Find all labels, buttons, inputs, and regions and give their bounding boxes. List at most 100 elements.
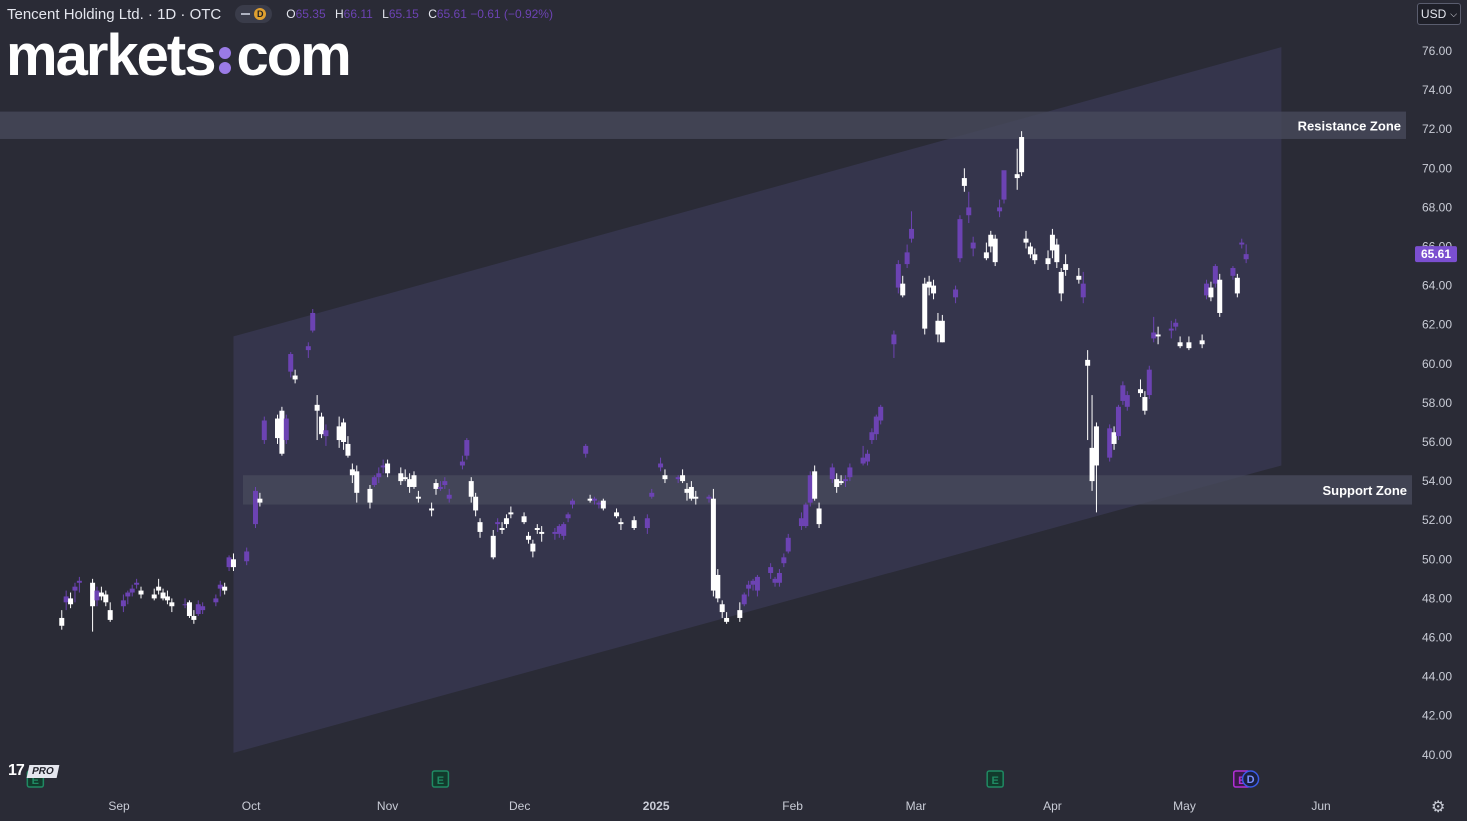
candle-body <box>798 518 804 527</box>
candle <box>90 578 96 632</box>
x-tick-label: Jun <box>1311 799 1330 813</box>
candle-body <box>618 522 624 525</box>
candle <box>570 498 576 509</box>
candle <box>1076 268 1082 284</box>
earnings-icon[interactable]: E <box>431 770 450 788</box>
candle <box>966 191 972 224</box>
candle <box>1063 254 1069 276</box>
candle-body <box>429 508 435 511</box>
candle-body <box>1217 279 1223 313</box>
candle <box>129 584 135 597</box>
candle-body <box>385 463 391 474</box>
candle <box>900 275 906 298</box>
candle-body <box>772 578 778 583</box>
candle <box>904 244 910 269</box>
candle <box>1186 336 1192 351</box>
candle-body <box>402 477 408 480</box>
logo-colon-icon <box>219 47 232 74</box>
candle-body <box>525 535 531 540</box>
candle-body <box>1054 244 1060 263</box>
candle-body <box>1243 254 1249 260</box>
candle <box>1168 320 1174 339</box>
candle-body <box>614 512 620 517</box>
candle-body <box>1173 322 1179 327</box>
close-value: 65.61 −0.61 (−0.92%) <box>436 7 553 21</box>
candle-body <box>1076 275 1082 280</box>
status-pill[interactable]: D <box>235 5 273 23</box>
gear-icon[interactable]: ⚙ <box>1431 799 1446 816</box>
candle <box>217 580 223 597</box>
candle-body <box>1146 369 1152 396</box>
candle-body <box>257 498 263 503</box>
candle <box>349 463 355 484</box>
candle <box>1204 279 1210 300</box>
candle-body <box>222 586 228 591</box>
candle-body <box>631 520 637 529</box>
y-tick-label: 52.00 <box>1422 513 1452 527</box>
candle <box>120 594 126 613</box>
candle <box>600 498 606 511</box>
candle-body <box>724 617 730 622</box>
candle <box>688 481 694 501</box>
x-axis[interactable]: Sep Oct Nov Dec 2025 Feb Mar Apr May Jun <box>108 799 1330 813</box>
candle <box>922 277 928 335</box>
y-axis[interactable]: 76.0074.0072.0070.0068.0066.0064.0062.00… <box>1415 44 1457 762</box>
currency-select[interactable]: USD ⌵ <box>1417 3 1461 25</box>
candle-body <box>319 416 325 435</box>
candle-body <box>226 557 232 568</box>
candle-body <box>891 334 897 345</box>
candle-body <box>380 465 386 468</box>
candle <box>1146 365 1152 399</box>
candle <box>156 578 162 595</box>
candle-body <box>191 615 197 620</box>
x-tick-label: Dec <box>509 799 530 813</box>
y-tick-label: 48.00 <box>1422 591 1452 605</box>
y-tick-label: 62.00 <box>1422 318 1452 332</box>
candle-body <box>873 416 879 435</box>
candle-body <box>649 492 655 497</box>
candle-body <box>931 285 937 294</box>
y-tick-label: 54.00 <box>1422 474 1452 488</box>
candle-body <box>217 584 223 589</box>
x-tick-label: Nov <box>377 799 398 813</box>
dividend-icon[interactable]: D <box>1241 770 1260 788</box>
candle <box>781 553 787 568</box>
candle-body <box>1027 246 1033 255</box>
candle <box>103 590 109 607</box>
y-tick-label: 76.00 <box>1422 44 1452 58</box>
candle-body <box>869 432 875 441</box>
candle-body <box>68 598 74 605</box>
candle-body <box>1199 340 1205 345</box>
symbol-title[interactable]: Tencent Holding Ltd. · 1D · OTC <box>7 5 222 23</box>
candle-body <box>983 252 989 259</box>
candle-body <box>1085 359 1091 366</box>
tradingview-pro-logo[interactable]: 17 PRO <box>8 762 80 780</box>
candle-body <box>1168 328 1174 331</box>
candle <box>1230 266 1236 280</box>
candle-body <box>803 504 809 527</box>
candle-body <box>1124 395 1130 407</box>
x-tick-label: Feb <box>782 799 803 813</box>
candle-body <box>1023 238 1029 243</box>
earnings-icon[interactable]: E <box>986 770 1004 788</box>
candle-body <box>261 420 267 441</box>
pro-badge: PRO <box>26 764 59 778</box>
y-tick-label: 46.00 <box>1422 631 1452 645</box>
candle <box>658 457 664 472</box>
candle-body <box>997 207 1003 212</box>
candle <box>407 473 413 493</box>
candle-body <box>72 586 78 591</box>
candle-body <box>437 486 443 489</box>
candle-body <box>1230 268 1236 276</box>
candle-body <box>120 600 126 607</box>
x-tick-label: Apr <box>1043 799 1062 813</box>
candle-body <box>710 498 716 591</box>
candle-body <box>468 481 474 497</box>
candle <box>860 445 866 466</box>
candle <box>961 168 967 192</box>
candle-body <box>283 418 289 441</box>
candle <box>1093 422 1099 513</box>
candle-body <box>376 473 382 478</box>
